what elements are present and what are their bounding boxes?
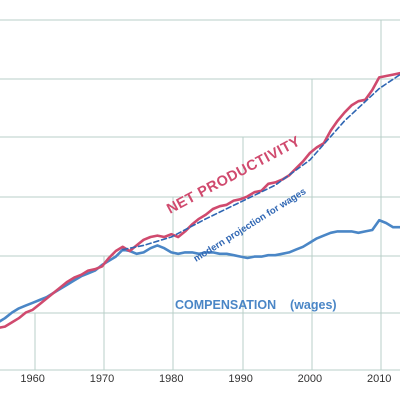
series-line-productivity	[0, 71, 400, 329]
x-tick-label: 2010	[367, 373, 391, 385]
series-line-projection	[122, 73, 400, 251]
x-tick-label: 1990	[228, 373, 252, 385]
x-tick-label: 1980	[159, 373, 183, 385]
series-line-compensation	[0, 218, 400, 323]
x-tick-label: 1960	[20, 373, 44, 385]
label-compensation: COMPENSATION (wages)	[175, 298, 337, 312]
x-tick-label: 1970	[90, 373, 114, 385]
x-tick-label: 2000	[298, 373, 322, 385]
series-lines	[0, 71, 400, 329]
x-axis-ticks: 1960 1970 1980 1990 2000 2010	[20, 373, 391, 385]
